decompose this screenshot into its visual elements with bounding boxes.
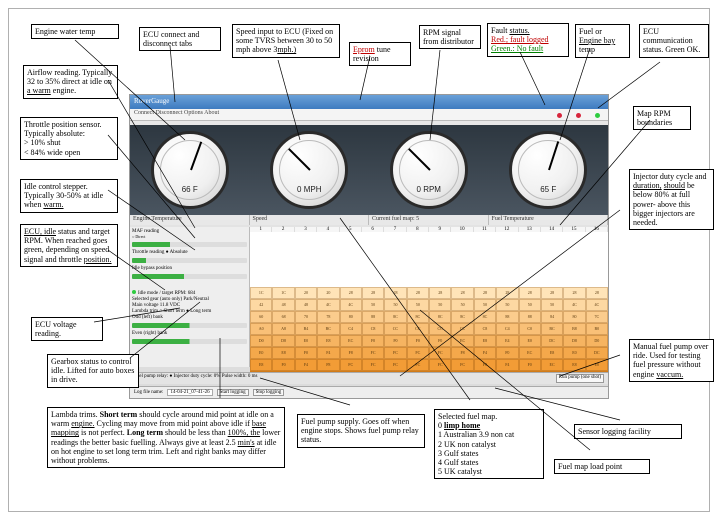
callout-idle-stepper: Idle control stepper. Typically 30-50% a… [20, 179, 118, 213]
gauge-rpm: 0 RPM [390, 131, 468, 209]
toolbar-tabs[interactable]: Connect Disconnect Options About [130, 109, 608, 121]
callout-water-temp: Engine water temp [31, 24, 119, 39]
page-frame: RoverGauge Connect Disconnect Options Ab… [8, 8, 710, 512]
callout-gearbox: Gearbox status to control idle. Lifted f… [47, 354, 139, 388]
callout-ecu-tabs: ECU connect and disconnect tabs [139, 27, 221, 51]
callout-eprom: Eprom tune revision [349, 42, 411, 66]
callout-selected-map: Selected fuel map. 0 limp home 1 Austral… [434, 409, 544, 479]
callout-fuel-temp: Fuel or Engine bay temp [575, 24, 630, 58]
callout-ecu-idle: ECU, idle status and target RPM. When re… [20, 224, 118, 267]
log-bar: Log file name: 14-04-21_07-41-26 Start l… [130, 386, 608, 398]
gauge-row: 66 F 0 MPH 0 RPM 65 F [130, 125, 608, 215]
callout-fault-status: Fault status.Red.; fault loggedGreen.: N… [487, 23, 569, 57]
callout-map-rpm: Map RPM boundaries [633, 106, 691, 130]
callout-fuel-pump: Fuel pump supply. Goes off when engine s… [297, 414, 425, 448]
window-title: RoverGauge [130, 95, 608, 109]
lower-panel: Idle mode / target RPM: 684Selected gear… [130, 287, 608, 367]
callout-manual-pump: Manual fuel pump over ride. Used for tes… [629, 339, 714, 382]
callout-ecu-voltage: ECU voltage reading. [31, 317, 103, 341]
gauge-water-temp: 66 F [151, 131, 229, 209]
dashboard-window: RoverGauge Connect Disconnect Options Ab… [129, 94, 609, 399]
section-labels: Engine Temperature Speed Current fuel ma… [130, 215, 608, 225]
fault-dot-1 [557, 113, 562, 118]
callout-speed-input: Speed input to ECU (Fixed on some TVRS b… [232, 24, 340, 58]
callout-throttle: Throttle position sensor. Typically abso… [20, 117, 118, 160]
callout-rpm-signal: RPM signal from distributor [419, 25, 481, 49]
comm-dot [595, 113, 600, 118]
start-logging-button[interactable]: Start logging [217, 389, 249, 396]
bottom-status-bar: Fuel pump relay: ● Injector duty cycle: … [130, 372, 608, 384]
mid-panel: MAF reading○ DirectThrottle reading ● Ab… [130, 227, 608, 287]
fault-dot-2 [576, 113, 581, 118]
status-dots [557, 113, 600, 118]
callout-injector: Injector duty cycle and duration, should… [629, 169, 714, 230]
fuelmap-column-headers: 12345678910111213141516 [250, 227, 608, 232]
gauge-fuel-temp: 65 F [509, 131, 587, 209]
fuel-map-grid: 1C1C20202828282828282828282828284248484C… [250, 287, 608, 367]
callout-comm-status: ECU communication status. Green OK. [639, 24, 709, 58]
callout-load-point: Fuel map load point [554, 459, 650, 474]
status-panel: Idle mode / target RPM: 684Selected gear… [130, 287, 250, 367]
gauge-speed: 0 MPH [270, 131, 348, 209]
run-pump-button[interactable]: Run pump (one shot) [556, 374, 604, 383]
callout-airflow: Airflow reading. Typically 32 to 35% dir… [23, 65, 118, 99]
readings-panel: MAF reading○ DirectThrottle reading ● Ab… [130, 227, 250, 287]
stop-logging-button[interactable]: Stop logging [253, 389, 285, 396]
callout-sensor-logging: Sensor logging facility [574, 424, 682, 439]
callout-lambda: Lambda trims. Short term should cycle ar… [47, 407, 285, 468]
fuelmap-header-area: 12345678910111213141516 [250, 227, 608, 287]
